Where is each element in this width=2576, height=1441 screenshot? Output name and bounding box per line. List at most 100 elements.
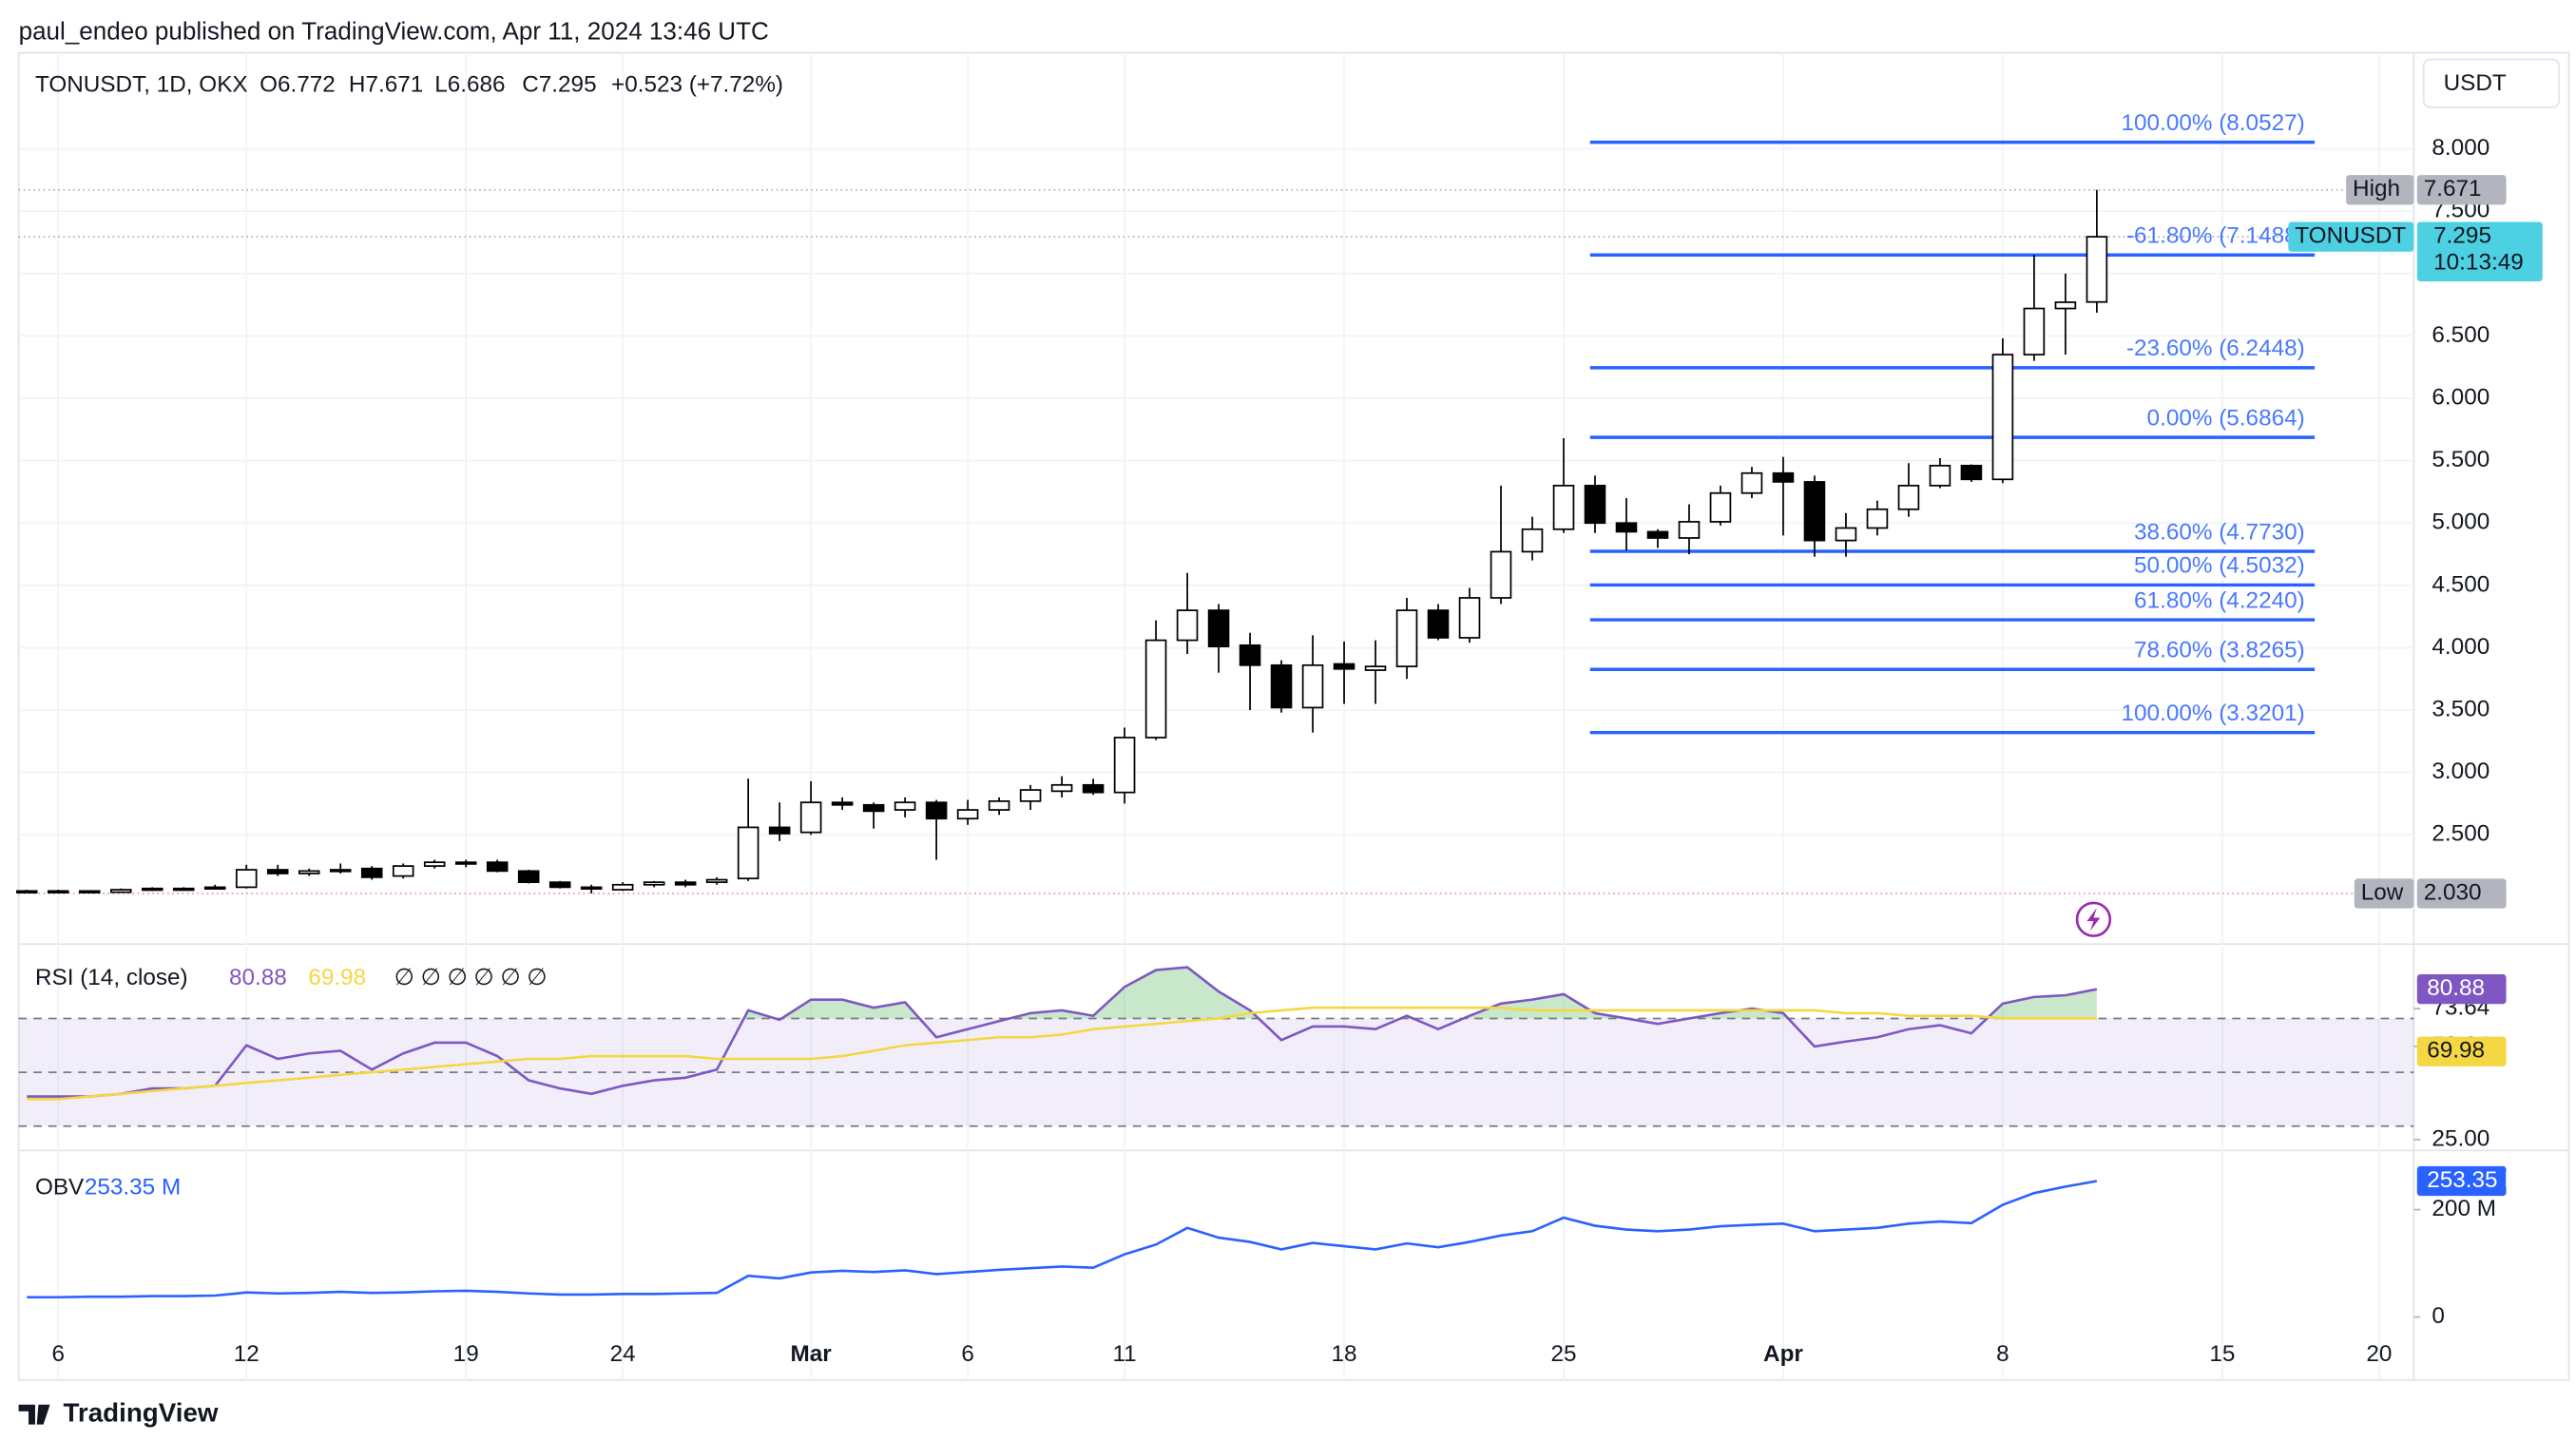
- candle: [1082, 778, 1105, 796]
- ohlc-legend: H7.671: [349, 72, 423, 98]
- candle-body: [203, 886, 226, 891]
- x-tick-label: 6: [52, 1341, 66, 1367]
- candle: [141, 887, 163, 892]
- candle: [1709, 485, 1732, 526]
- candle: [203, 884, 226, 891]
- candle-body: [1395, 609, 1418, 668]
- indicator-value: 253.35 M: [85, 1175, 181, 1201]
- x-tick-label: 18: [1332, 1341, 1357, 1367]
- indicator-line: [27, 1180, 2098, 1299]
- candle: [611, 882, 634, 892]
- x-tick-label: 11: [1112, 1341, 1136, 1367]
- candle: [2086, 189, 2108, 313]
- candle: [1333, 641, 1355, 704]
- candle-body: [580, 886, 603, 891]
- fib-label: 38.60% (4.7730): [2134, 519, 2305, 545]
- candle-body: [768, 826, 791, 835]
- candle-body: [1709, 491, 1732, 523]
- candle: [1113, 727, 1136, 804]
- candle: [109, 888, 132, 893]
- candle-body: [172, 887, 195, 892]
- candle: [1239, 632, 1261, 711]
- candle: [423, 859, 446, 869]
- candle-body: [1584, 485, 1606, 525]
- ohlc-legend: O6.772: [260, 72, 336, 98]
- candle-body: [1427, 609, 1450, 639]
- last-value-box: [2416, 221, 2543, 281]
- y-tick-label: 4.000: [2432, 634, 2489, 660]
- candle: [392, 863, 414, 879]
- candle: [1176, 572, 1199, 655]
- candle: [1678, 504, 1701, 555]
- candle-body: [235, 869, 258, 889]
- candle-body: [925, 801, 948, 820]
- candle: [1646, 528, 1669, 548]
- candle: [580, 884, 603, 893]
- candle-body: [15, 890, 38, 893]
- candle-body: [392, 865, 414, 877]
- candle: [172, 887, 195, 892]
- candle: [799, 780, 822, 836]
- publish-note: paul_endeo published on TradingView.com,…: [19, 17, 769, 46]
- x-tick-label: 6: [961, 1341, 974, 1367]
- high-label: High: [2353, 176, 2400, 202]
- currency[interactable]: USDT: [2444, 70, 2507, 96]
- candle-body: [1929, 465, 1951, 487]
- ohlc-legend: L6.686: [434, 72, 505, 98]
- candle: [1615, 497, 1638, 551]
- candle-body: [1050, 783, 1073, 793]
- value-box-label: 253.35 M: [2427, 1167, 2523, 1193]
- candle-body: [1082, 783, 1105, 794]
- candle: [956, 799, 979, 825]
- candle: [1740, 467, 1763, 498]
- value-box: [2416, 1165, 2507, 1197]
- candle-body: [1615, 522, 1638, 533]
- fib-label: 100.00% (8.0527): [2122, 110, 2305, 136]
- candle: [486, 859, 509, 873]
- symbol: TONUSDT, 1D, OKX: [35, 72, 248, 98]
- candle: [2054, 273, 2077, 355]
- candle: [1552, 438, 1575, 533]
- indicator-value: 80.88: [229, 965, 287, 990]
- y-tick-label: 2.500: [2432, 821, 2489, 847]
- candle-body: [799, 801, 822, 834]
- ohlc-legend: C7.295: [522, 72, 596, 98]
- candle: [1866, 500, 1889, 536]
- candle-body: [705, 878, 728, 884]
- candle: [1458, 587, 1481, 644]
- indicator-line: [27, 966, 2098, 1098]
- candle: [329, 863, 352, 874]
- candle: [360, 866, 383, 880]
- x-tick-label: 8: [1996, 1341, 2009, 1367]
- y-tick-label: 5.500: [2432, 447, 2489, 472]
- candle: [454, 859, 477, 868]
- candle-body: [1207, 609, 1230, 648]
- candle-body: [1458, 597, 1481, 639]
- x-tick-label: 25: [1550, 1341, 1576, 1367]
- alert-icon[interactable]: [2075, 901, 2112, 937]
- candle-body: [1835, 527, 1857, 542]
- candle-body: [1301, 663, 1324, 709]
- candle-body: [1740, 471, 1763, 494]
- brand-logo: [18, 1404, 50, 1425]
- candle: [1835, 512, 1857, 557]
- indicator-title: OBV: [35, 1175, 85, 1201]
- fib-label: -23.60% (6.2448): [2126, 336, 2305, 361]
- candle-body: [643, 881, 665, 886]
- low-value-box: [2416, 878, 2507, 909]
- candle-body: [1991, 354, 2014, 481]
- fib-label: 50.00% (4.5032): [2134, 553, 2305, 579]
- candle: [1427, 604, 1450, 641]
- currency-button[interactable]: [2422, 58, 2561, 108]
- candle-body: [2086, 236, 2108, 303]
- candle: [1897, 463, 1920, 517]
- candle-body: [517, 870, 540, 884]
- na-marks: ∅ ∅ ∅ ∅ ∅ ∅: [394, 965, 548, 990]
- candle: [674, 879, 697, 888]
- candle: [737, 778, 759, 881]
- candle-body: [1239, 644, 1261, 666]
- overbought-fill: [743, 967, 2097, 1019]
- candle-body: [141, 887, 163, 892]
- candle-body: [1333, 663, 1355, 670]
